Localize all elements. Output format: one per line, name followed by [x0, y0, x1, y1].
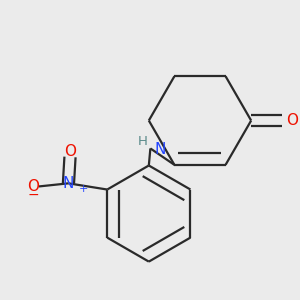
Text: O: O — [286, 113, 298, 128]
Text: H: H — [138, 135, 148, 148]
Text: O: O — [64, 144, 76, 159]
Text: +: + — [78, 184, 88, 194]
Text: N: N — [154, 142, 166, 157]
Text: O: O — [27, 179, 39, 194]
Text: −: − — [28, 188, 39, 202]
Text: N: N — [63, 176, 74, 191]
